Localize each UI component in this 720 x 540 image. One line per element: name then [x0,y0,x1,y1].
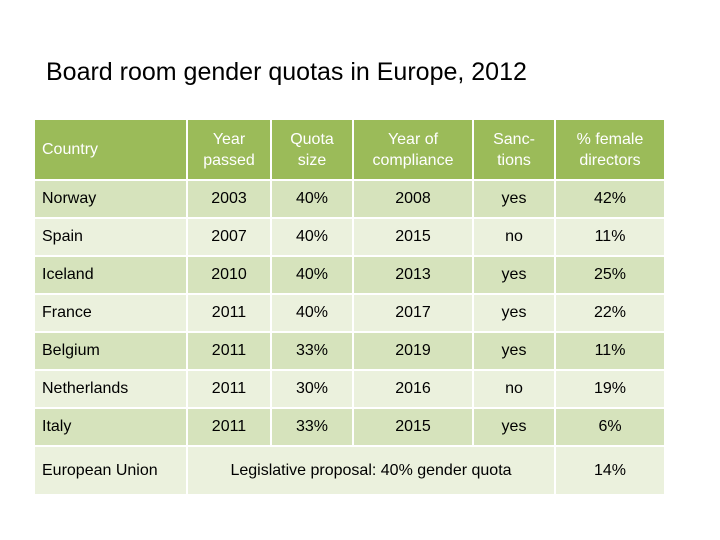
cell-eu-proposal: Legislative proposal: 40% gender quota [188,447,556,494]
cell-country: Belgium [35,333,188,371]
table-row: Netherlands 2011 30% 2016 no 19% [35,371,664,409]
table-row: Italy 2011 33% 2015 yes 6% [35,409,664,447]
cell-sanctions: yes [474,295,556,333]
cell-sanctions: yes [474,181,556,219]
header-quota-size-line2: size [297,151,327,169]
table-row: Belgium 2011 33% 2019 yes 11% [35,333,664,371]
cell-country: Italy [35,409,188,447]
header-year-passed-line2: passed [203,151,255,169]
table-row: France 2011 40% 2017 yes 22% [35,295,664,333]
cell-year-compliance: 2017 [354,295,474,333]
cell-sanctions: no [474,219,556,257]
cell-year-passed: 2010 [188,257,272,295]
cell-country-eu: European Union [35,447,188,494]
cell-year-compliance: 2019 [354,333,474,371]
cell-year-passed: 2003 [188,181,272,219]
header-row: Country Year passed Quota size Year of c… [35,120,664,181]
header-female-directors: % female directors [556,120,664,181]
cell-year-compliance: 2013 [354,257,474,295]
header-quota-size-line1: Quota [290,130,334,148]
cell-year-compliance: 2008 [354,181,474,219]
cell-sanctions: yes [474,409,556,447]
cell-quota-size: 40% [272,219,354,257]
table-row: Norway 2003 40% 2008 yes 42% [35,181,664,219]
header-female-directors-line1: % female [576,130,644,148]
cell-female-directors: 22% [556,295,664,333]
table-row-eu: European Union Legislative proposal: 40%… [35,447,664,494]
header-female-directors-line2: directors [579,151,641,169]
cell-sanctions: yes [474,333,556,371]
header-year-compliance-line2: compliance [372,151,454,169]
cell-female-directors: 11% [556,333,664,371]
header-year-compliance: Year of compliance [354,120,474,181]
cell-country: Netherlands [35,371,188,409]
table-row: Iceland 2010 40% 2013 yes 25% [35,257,664,295]
cell-country: France [35,295,188,333]
header-sanctions: Sanc- tions [474,120,556,181]
cell-year-compliance: 2016 [354,371,474,409]
cell-year-compliance: 2015 [354,409,474,447]
cell-year-passed: 2011 [188,409,272,447]
header-sanctions-line1: Sanc- [493,130,535,148]
cell-quota-size: 40% [272,257,354,295]
quota-table: Country Year passed Quota size Year of c… [35,120,664,494]
header-year-passed: Year passed [188,120,272,181]
cell-year-passed: 2011 [188,295,272,333]
cell-year-compliance: 2015 [354,219,474,257]
header-country: Country [35,120,188,181]
header-year-compliance-line1: Year of [387,130,439,148]
cell-year-passed: 2007 [188,219,272,257]
cell-year-passed: 2011 [188,333,272,371]
cell-country: Spain [35,219,188,257]
table-row: Spain 2007 40% 2015 no 11% [35,219,664,257]
header-year-passed-line1: Year [212,130,246,148]
cell-quota-size: 40% [272,295,354,333]
cell-quota-size: 33% [272,333,354,371]
cell-female-directors: 25% [556,257,664,295]
header-sanctions-line2: tions [497,151,531,169]
cell-female-directors-eu: 14% [556,447,664,494]
cell-quota-size: 33% [272,409,354,447]
cell-country: Norway [35,181,188,219]
cell-female-directors: 11% [556,219,664,257]
cell-female-directors: 6% [556,409,664,447]
slide-title: Board room gender quotas in Europe, 2012 [46,58,527,86]
cell-female-directors: 19% [556,371,664,409]
cell-sanctions: yes [474,257,556,295]
cell-quota-size: 30% [272,371,354,409]
cell-sanctions: no [474,371,556,409]
cell-year-passed: 2011 [188,371,272,409]
header-quota-size: Quota size [272,120,354,181]
cell-country: Iceland [35,257,188,295]
cell-quota-size: 40% [272,181,354,219]
cell-female-directors: 42% [556,181,664,219]
